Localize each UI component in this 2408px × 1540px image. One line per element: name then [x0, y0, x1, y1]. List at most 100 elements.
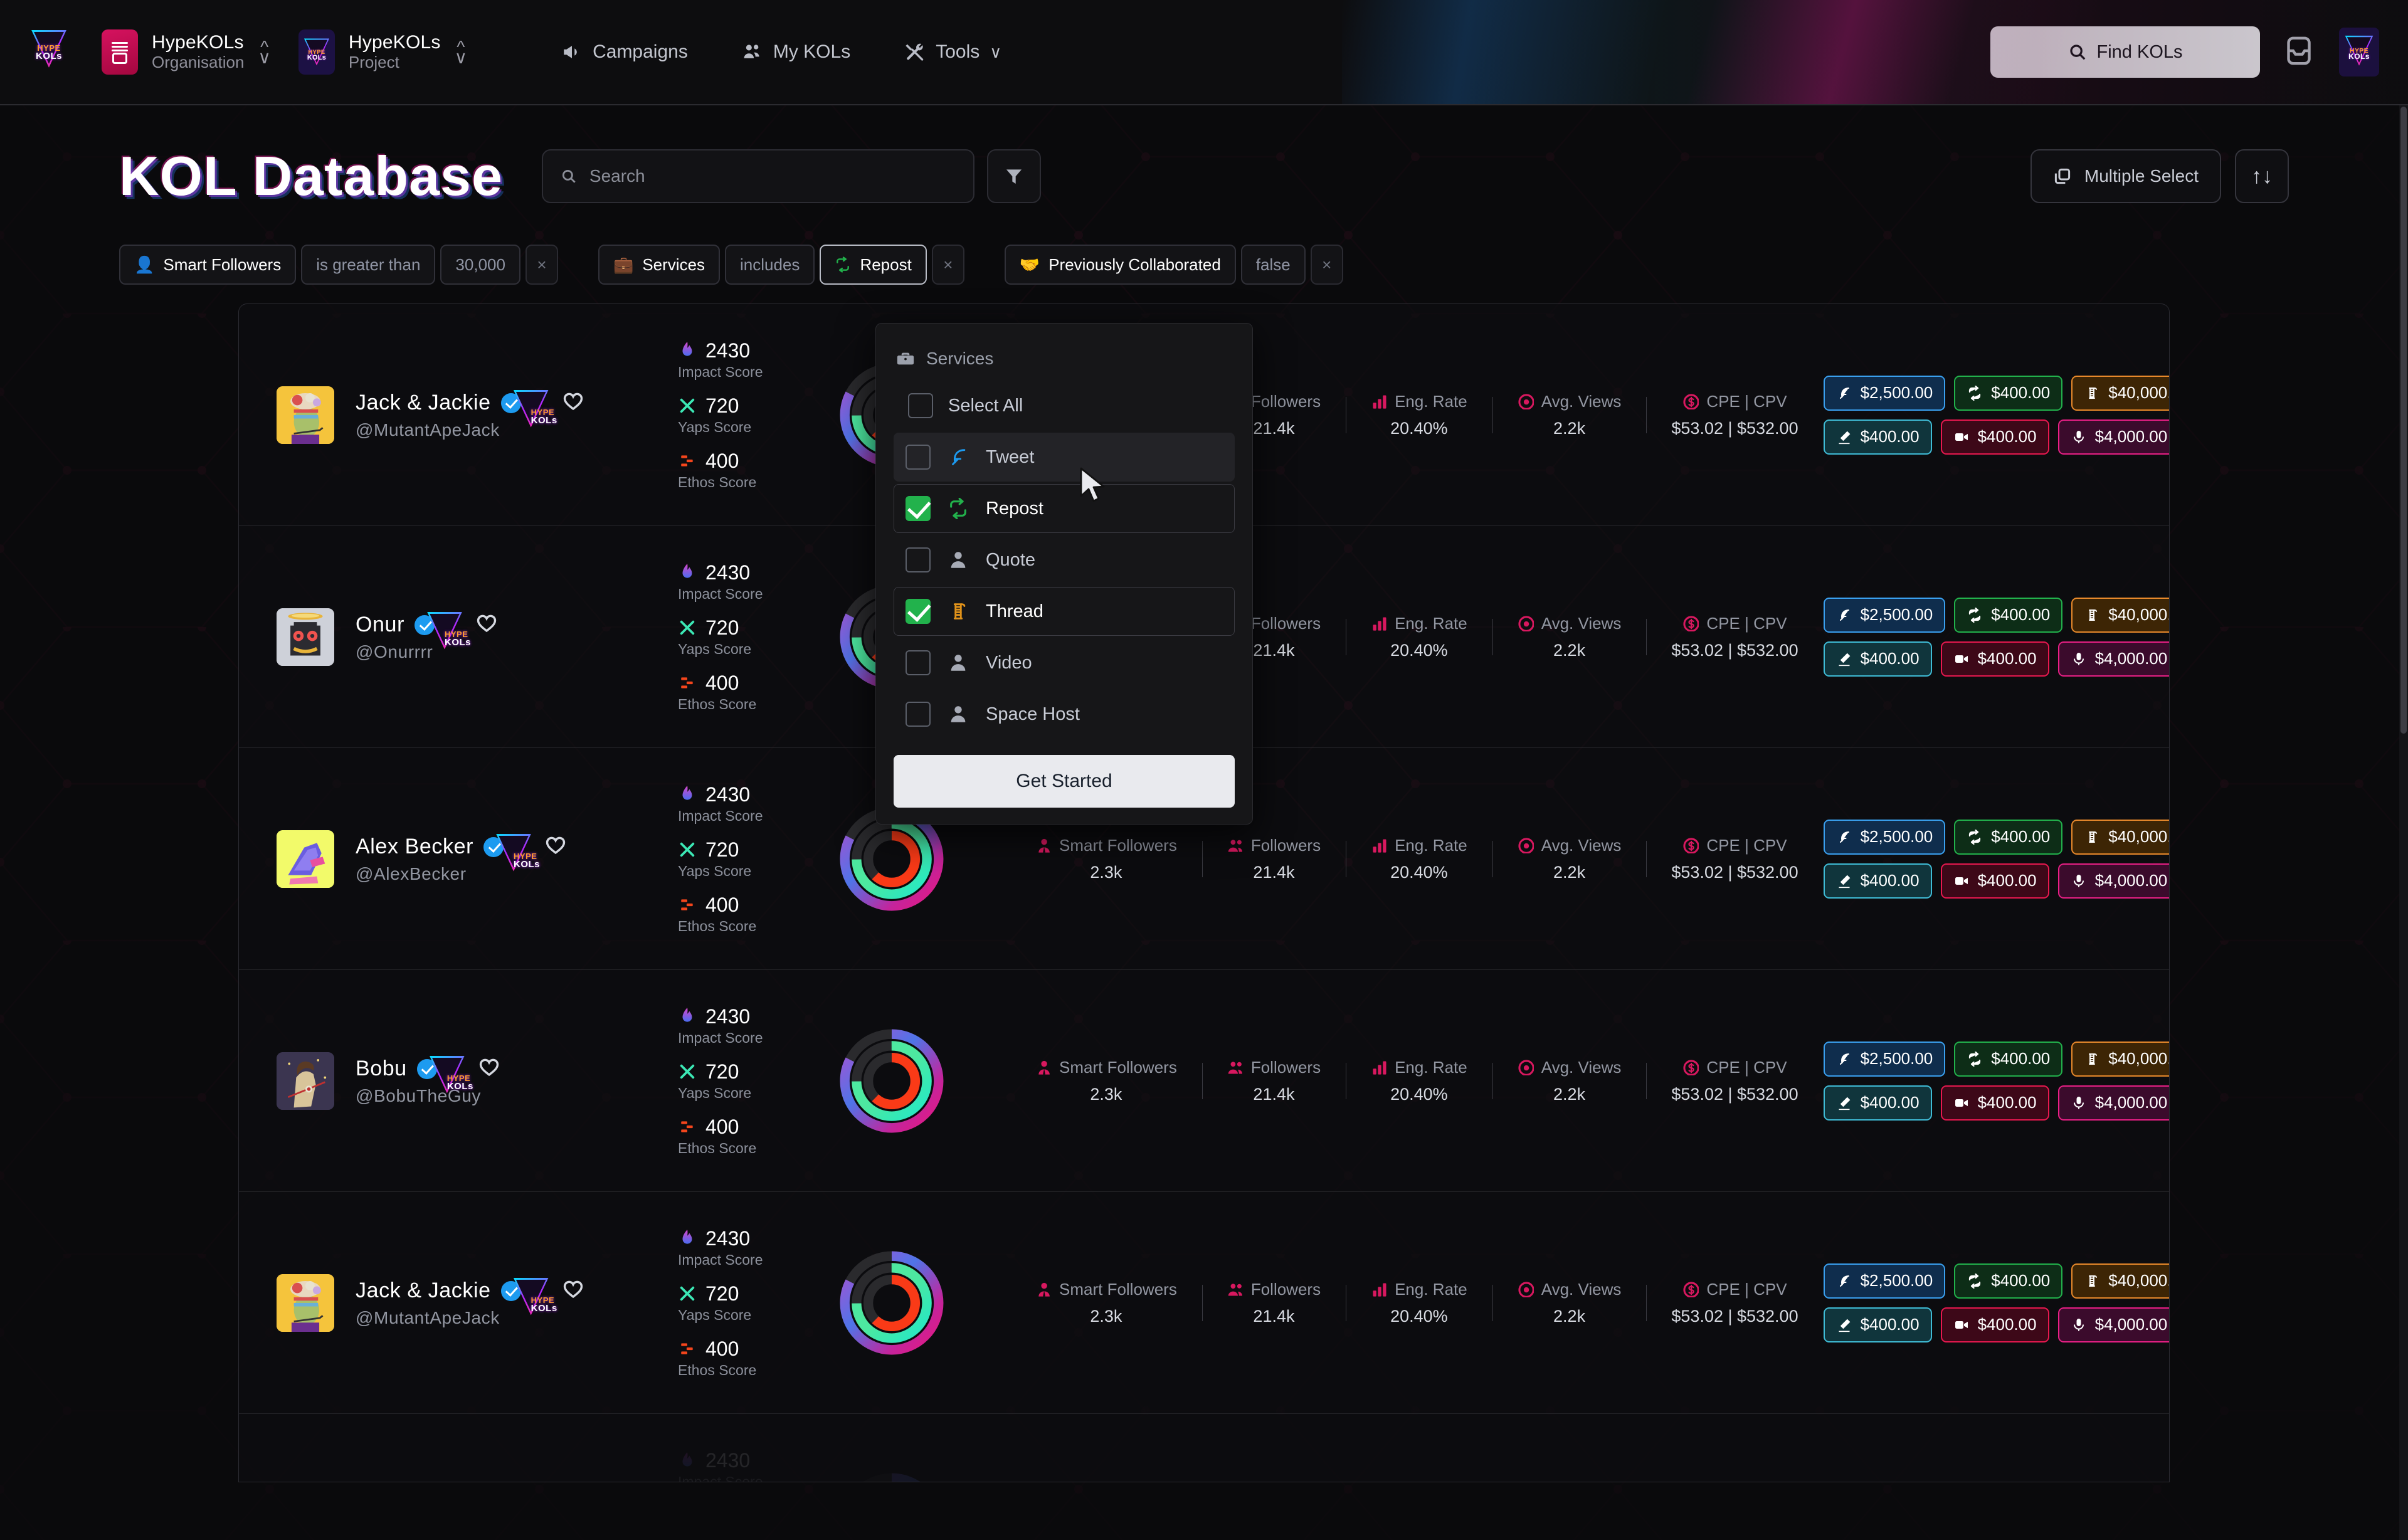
favorite-heart-icon[interactable]	[562, 391, 584, 415]
multiple-select-button[interactable]: Multiple Select	[2030, 149, 2221, 203]
price-tag-repost[interactable]: $400.00	[1954, 1263, 2063, 1299]
price-tag-thread[interactable]: $40,000.00	[2071, 375, 2169, 411]
price-tag-tweet[interactable]: $2,500.00	[1823, 819, 1946, 855]
filter-chip-smart-followers: 👤 Smart Followers is greater than 30,000…	[119, 245, 558, 285]
price-tag-thread[interactable]: $40,000.00	[2071, 1263, 2169, 1299]
price-tag-space[interactable]: $4,000.00	[2057, 1307, 2169, 1342]
price-tag-post[interactable]: $400.00	[1823, 419, 1932, 455]
price-tag-post[interactable]: $400.00	[1823, 641, 1932, 677]
kol-identity[interactable]: Jack & Jackie HYPE KOLs @MutantApeJack	[277, 1274, 678, 1332]
checkbox-select-all[interactable]	[908, 393, 933, 418]
price-tag-thread[interactable]: $40,000.00	[2071, 597, 2169, 633]
filter-operator-services[interactable]: includes	[725, 245, 815, 285]
price-tag-space[interactable]: $4,000.00	[2057, 641, 2169, 677]
table-row[interactable]: Jack & Jackie HYPE KOLs @MutantApeJack 24…	[239, 1192, 2169, 1414]
filter-value-smart-followers[interactable]: 30,000	[440, 245, 520, 285]
user-avatar[interactable]: HYPE KOLs	[2339, 28, 2379, 76]
find-kols-button[interactable]: Find KOLs	[1990, 26, 2260, 78]
nav-item-tools[interactable]: Tools ∨	[904, 41, 1001, 63]
page-scrollbar[interactable]	[2399, 0, 2408, 1540]
search-box[interactable]	[541, 149, 974, 203]
price-tag-repost[interactable]: $400.00	[1954, 375, 2063, 411]
favorite-heart-icon[interactable]	[545, 835, 566, 859]
score-impact: 2430 Impact Score	[678, 1227, 822, 1268]
hypekols-logo[interactable]: HYPE KOLs	[29, 26, 69, 78]
flame-icon	[678, 1228, 697, 1249]
checkbox-video[interactable]	[906, 650, 931, 675]
favorite-heart-icon[interactable]	[476, 613, 497, 637]
price-tag-video[interactable]: $400.00	[1940, 863, 2049, 899]
price-tag-post[interactable]: $400.00	[1823, 1307, 1932, 1342]
scrollbar-thumb[interactable]	[2400, 107, 2407, 734]
dropdown-option-video[interactable]: Video	[894, 638, 1235, 687]
price-tag-tweet[interactable]: $2,500.00	[1823, 375, 1946, 411]
table-row[interactable]: Bobu HYPE KOLs @BobuTheGuy 2430 Impact	[239, 970, 2169, 1192]
price-tag-video[interactable]: $400.00	[1940, 1085, 2049, 1121]
price-tag-video[interactable]: $400.00	[1940, 641, 2049, 677]
checkbox-space-host[interactable]	[906, 702, 931, 727]
project-switcher-chevrons[interactable]: ^ ∨	[454, 36, 468, 67]
filter-field-smart-followers[interactable]: 👤 Smart Followers	[119, 245, 297, 285]
price-tag-tweet[interactable]: $2,500.00	[1823, 1263, 1946, 1299]
price-tag-repost[interactable]: $400.00	[1954, 819, 2063, 855]
favorite-heart-icon[interactable]	[478, 1057, 500, 1081]
dropdown-option-space-host[interactable]: Space Host	[894, 690, 1235, 739]
avg-views-icon	[1518, 1282, 1534, 1297]
search-input[interactable]	[589, 166, 956, 186]
price-tag-thread[interactable]: $40,000.00	[2071, 819, 2169, 855]
price-tag-space[interactable]: $4,000.00	[2057, 863, 2169, 899]
filter-value-services[interactable]: Repost	[820, 245, 927, 285]
repost-icon	[1967, 1051, 1983, 1067]
filter-remove-previously-collaborated[interactable]: ×	[1310, 245, 1343, 285]
cpe-cpv-icon	[1683, 1060, 1699, 1075]
filter-remove-smart-followers[interactable]: ×	[525, 245, 558, 285]
filter-button[interactable]	[986, 149, 1041, 203]
dropdown-option-repost[interactable]: Repost	[894, 484, 1235, 533]
checkbox-tweet[interactable]	[906, 445, 931, 470]
price-tag-tweet[interactable]: $2,500.00	[1823, 597, 1946, 633]
price-tag-video[interactable]: $400.00	[1940, 419, 2049, 455]
filter-field-services[interactable]: 💼 Services	[598, 245, 721, 285]
filter-field-previously-collaborated[interactable]: 🤝 Previously Collaborated	[1004, 245, 1236, 285]
price-tag-value: $400.00	[1977, 427, 2037, 446]
org-switcher[interactable]: HypeKOLs Organisation ^ ∨	[102, 29, 271, 75]
price-tag-space[interactable]: $4,000.00	[2057, 419, 2169, 455]
eng-rate-icon	[1373, 839, 1386, 853]
inbox-button[interactable]	[2285, 35, 2313, 70]
kol-identity[interactable]: Onur HYPE KOLs @Onurrrr	[277, 608, 678, 666]
dropdown-option-thread[interactable]: Thread	[894, 587, 1235, 636]
price-tag-post[interactable]: $400.00	[1823, 863, 1932, 899]
filter-remove-services[interactable]: ×	[931, 245, 964, 285]
price-tag-repost[interactable]: $400.00	[1954, 597, 2063, 633]
favorite-heart-icon[interactable]	[562, 1279, 584, 1303]
nav-item-campaigns[interactable]: Campaigns	[561, 41, 688, 63]
sort-button[interactable]: ↑↓	[2235, 149, 2289, 203]
project-switcher[interactable]: HYPE KOLs HypeKOLs Project ^ ∨	[298, 29, 467, 75]
org-switcher-chevrons[interactable]: ^ ∨	[258, 36, 271, 67]
kol-identity[interactable]: Bobu HYPE KOLs @BobuTheGuy	[277, 1052, 678, 1110]
dropdown-option-select-all[interactable]: Select All	[896, 381, 1235, 430]
price-tag-video[interactable]: $400.00	[1940, 1307, 2049, 1342]
eng-rate-icon	[1373, 617, 1386, 631]
price-tag-repost[interactable]: $400.00	[1954, 1041, 2063, 1077]
dropdown-option-tweet[interactable]: Tweet	[894, 433, 1235, 482]
get-started-button[interactable]: Get Started	[894, 755, 1235, 808]
dropdown-option-quote[interactable]: Quote	[894, 535, 1235, 584]
price-tag-tweet[interactable]: $2,500.00	[1823, 1041, 1946, 1077]
checkbox-thread[interactable]	[906, 599, 931, 624]
stat-value: $53.02 | $532.00	[1671, 862, 1798, 882]
stat-label: CPE | CPV	[1706, 391, 1787, 411]
get-started-label: Get Started	[1016, 771, 1112, 791]
price-tag-space[interactable]: $4,000.00	[2057, 1085, 2169, 1121]
kol-name: Bobu	[356, 1057, 407, 1080]
price-tag-post[interactable]: $400.00	[1823, 1085, 1932, 1121]
checkbox-repost[interactable]	[906, 496, 931, 521]
filter-operator-previously-collaborated[interactable]: false	[1240, 245, 1306, 285]
checkbox-quote[interactable]	[906, 547, 931, 572]
filter-operator-smart-followers[interactable]: is greater than	[301, 245, 436, 285]
price-tag-thread[interactable]: $40,000.00	[2071, 1041, 2169, 1077]
nav-item-my-kols[interactable]: My KOLs	[742, 41, 850, 63]
kol-identity[interactable]: Alex Becker HYPE KOLs @AlexBecker	[277, 830, 678, 888]
kol-identity[interactable]: Jack & Jackie HYPE KOLs @MutantApeJack	[277, 386, 678, 444]
